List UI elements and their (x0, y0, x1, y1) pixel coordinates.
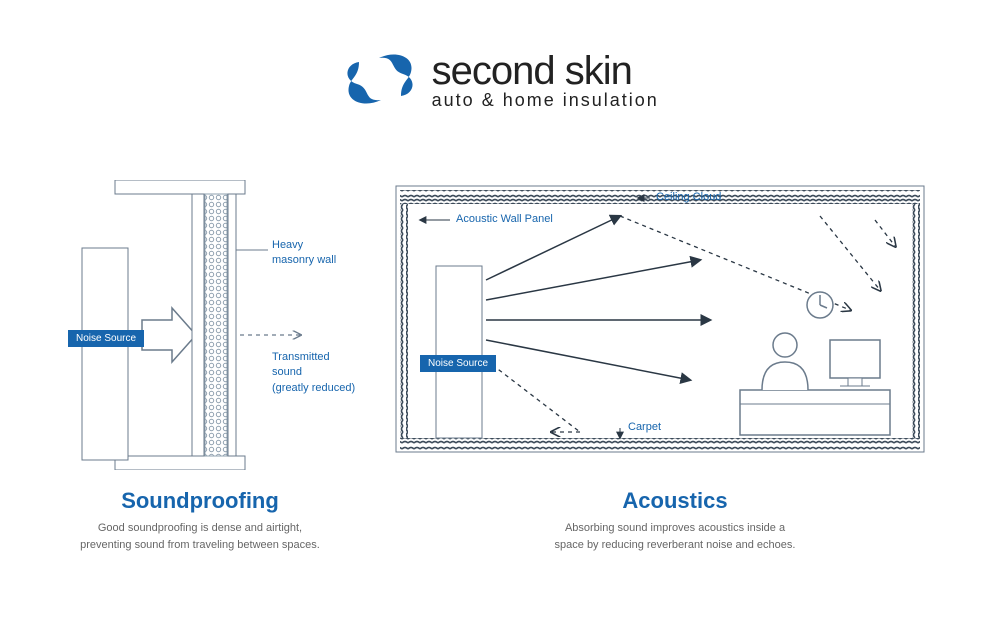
logo-title: second skin (432, 52, 659, 90)
soundproofing-diagram (40, 180, 360, 470)
person-icon (773, 333, 797, 357)
soundproofing-panel: Noise Source Heavy masonry wall Transmit… (40, 180, 360, 553)
logo-subtitle: auto & home insulation (432, 90, 659, 111)
acoustic-wall-right (912, 204, 920, 438)
acoustics-title: Acoustics (390, 488, 960, 514)
acoustics-panel: Noise Source Ceiling Cloud Acoustic Wall… (390, 180, 960, 553)
brand-logo: second skin auto & home insulation (0, 50, 1000, 113)
soundproofing-title: Soundproofing (40, 488, 360, 514)
logo-mark-icon (341, 50, 419, 113)
acoustic-wall-label: Acoustic Wall Panel (456, 212, 553, 227)
noise-source-tag-left: Noise Source (68, 330, 144, 347)
acoustics-body: Absorbing sound improves acoustics insid… (515, 520, 835, 553)
soundproofing-body: Good soundproofing is dense and airtight… (40, 520, 360, 553)
transmitted-sound-label: Transmitted sound (greatly reduced) (272, 350, 360, 396)
carpet (400, 438, 920, 450)
ceiling-cloud-label: Ceiling Cloud (656, 190, 721, 205)
carpet-label: Carpet (628, 420, 661, 435)
heavy-masonry-label: Heavy masonry wall (272, 238, 336, 269)
noise-source-tag-right: Noise Source (420, 355, 496, 372)
acoustic-wall-left (400, 204, 408, 438)
